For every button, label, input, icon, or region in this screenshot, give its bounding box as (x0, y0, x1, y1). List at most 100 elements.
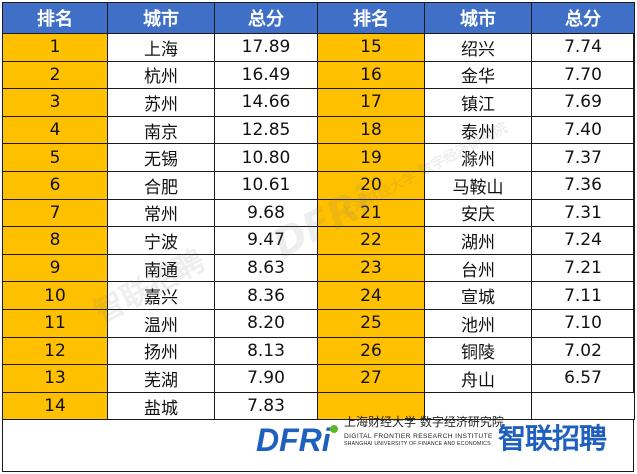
rank-cell: 8 (2, 226, 108, 255)
header-city: 城市 (107, 2, 215, 34)
table-row: 2 杭州 16.49 16 金华 7.70 (2, 60, 635, 90)
rank-cell: 19 (317, 143, 425, 172)
score-cell: 7.74 (531, 33, 635, 62)
institute-block: 上海财经大学 数字经济研究院 DIGITAL FRONTIER RESEARCH… (344, 415, 504, 459)
score-cell: 7.02 (531, 336, 635, 366)
table-row: 11 温州 8.20 25 池州 7.10 (2, 308, 635, 338)
city-cell: 常州 (107, 198, 215, 228)
city-cell: 嘉兴 (107, 281, 215, 310)
score-cell: 8.13 (214, 336, 318, 366)
score-cell: 10.80 (214, 143, 318, 172)
table-row: 12 扬州 8.13 26 铜陵 7.02 (2, 336, 635, 366)
rank-cell: 14 (2, 391, 108, 421)
header-city: 城市 (424, 2, 532, 34)
city-cell: 无锡 (107, 143, 215, 172)
footer: DFRi 上海财经大学 数字经济研究院 DIGITAL FRONTIER RES… (2, 399, 634, 472)
rank-cell: 26 (317, 336, 425, 366)
city-cell: 金华 (424, 60, 532, 90)
score-cell: 10.61 (214, 170, 318, 200)
score-cell: 7.10 (531, 308, 635, 338)
score-cell: 14.66 (214, 88, 318, 117)
table-row: 5 无锡 10.80 19 滁州 7.37 (2, 143, 635, 172)
header-row: 排名 城市 总分 排名 城市 总分 (2, 2, 635, 34)
score-cell: 7.24 (531, 226, 635, 255)
table-row: 6 合肥 10.61 20 马鞍山 7.36 (2, 170, 635, 200)
header-rank: 排名 (317, 2, 425, 34)
zhilian-logo: 智联招聘 (498, 422, 607, 455)
city-cell: 合肥 (107, 170, 215, 200)
score-cell: 7.37 (531, 143, 635, 172)
table-row: 7 常州 9.68 21 安庆 7.31 (2, 198, 635, 228)
score-cell: 7.69 (531, 88, 635, 117)
score-cell: 9.47 (214, 226, 318, 255)
ranking-table: 排名 城市 总分 排名 城市 总分 1 上海 17.89 15 绍兴 7.74 2 杭州 16.… (2, 2, 635, 421)
table-row: 3 苏州 14.66 17 镇江 7.69 (2, 88, 635, 117)
score-cell: 16.49 (214, 60, 318, 90)
university-name-en: SHANGHAI UNIVERSITY OF FINANCE AND ECONO… (344, 441, 491, 447)
score-cell: 7.83 (214, 391, 318, 421)
institute-name-en: DIGITAL FRONTIER RESEARCH INSTITUTE (344, 433, 493, 440)
score-cell: 7.36 (531, 170, 635, 200)
dfri-logo-text: DFRi (256, 422, 332, 457)
city-cell: 湖州 (424, 226, 532, 255)
rank-cell: 3 (2, 88, 108, 117)
table-row: 8 宁波 9.47 22 湖州 7.24 (2, 226, 635, 255)
city-cell: 南通 (107, 253, 215, 283)
table-row: 1 上海 17.89 15 绍兴 7.74 (2, 33, 635, 62)
rank-cell: 4 (2, 115, 108, 145)
header-rank: 排名 (2, 2, 108, 34)
score-cell: 7.70 (531, 60, 635, 90)
table-row: 13 芜湖 7.90 27 舟山 6.57 (2, 364, 635, 393)
rank-cell: 5 (2, 143, 108, 172)
rank-cell: 24 (317, 281, 425, 310)
rank-cell: 21 (317, 198, 425, 228)
rank-cell: 25 (317, 308, 425, 338)
header-score: 总分 (531, 2, 635, 34)
city-cell: 苏州 (107, 88, 215, 117)
city-cell: 宁波 (107, 226, 215, 255)
city-cell: 盐城 (107, 391, 215, 421)
city-cell: 台州 (424, 253, 532, 283)
city-cell: 绍兴 (424, 33, 532, 62)
city-cell: 泰州 (424, 115, 532, 145)
rank-cell: 15 (317, 33, 425, 62)
rank-cell: 17 (317, 88, 425, 117)
rank-cell: 18 (317, 115, 425, 145)
score-cell: 9.68 (214, 198, 318, 228)
empty-cell (317, 391, 425, 421)
score-cell: 7.11 (531, 281, 635, 310)
rank-cell: 7 (2, 198, 108, 228)
table-row: 14 盐城 7.83 (2, 391, 635, 421)
rank-cell: 12 (2, 336, 108, 366)
city-cell: 扬州 (107, 336, 215, 366)
rank-cell: 6 (2, 170, 108, 200)
rank-cell: 9 (2, 253, 108, 283)
score-cell: 8.63 (214, 253, 318, 283)
city-cell: 宣城 (424, 281, 532, 310)
rank-cell: 27 (317, 364, 425, 393)
score-cell: 7.31 (531, 198, 635, 228)
city-cell: 杭州 (107, 60, 215, 90)
city-cell: 池州 (424, 308, 532, 338)
empty-cell (424, 391, 532, 421)
city-cell: 滁州 (424, 143, 532, 172)
rank-cell: 10 (2, 281, 108, 310)
rank-cell: 22 (317, 226, 425, 255)
rank-cell: 20 (317, 170, 425, 200)
header-score: 总分 (214, 2, 318, 34)
score-cell: 7.90 (214, 364, 318, 393)
rank-cell: 1 (2, 33, 108, 62)
city-cell: 舟山 (424, 364, 532, 393)
city-cell: 芜湖 (107, 364, 215, 393)
score-cell: 7.21 (531, 253, 635, 283)
rank-cell: 13 (2, 364, 108, 393)
rank-cell: 2 (2, 60, 108, 90)
score-cell: 8.20 (214, 308, 318, 338)
institute-name-cn: 上海财经大学 数字经济研究院 (344, 415, 504, 429)
city-cell: 镇江 (424, 88, 532, 117)
dfri-dot-icon (330, 425, 338, 433)
city-cell: 温州 (107, 308, 215, 338)
city-cell: 安庆 (424, 198, 532, 228)
table-row: 10 嘉兴 8.36 24 宣城 7.11 (2, 281, 635, 310)
rank-cell: 23 (317, 253, 425, 283)
